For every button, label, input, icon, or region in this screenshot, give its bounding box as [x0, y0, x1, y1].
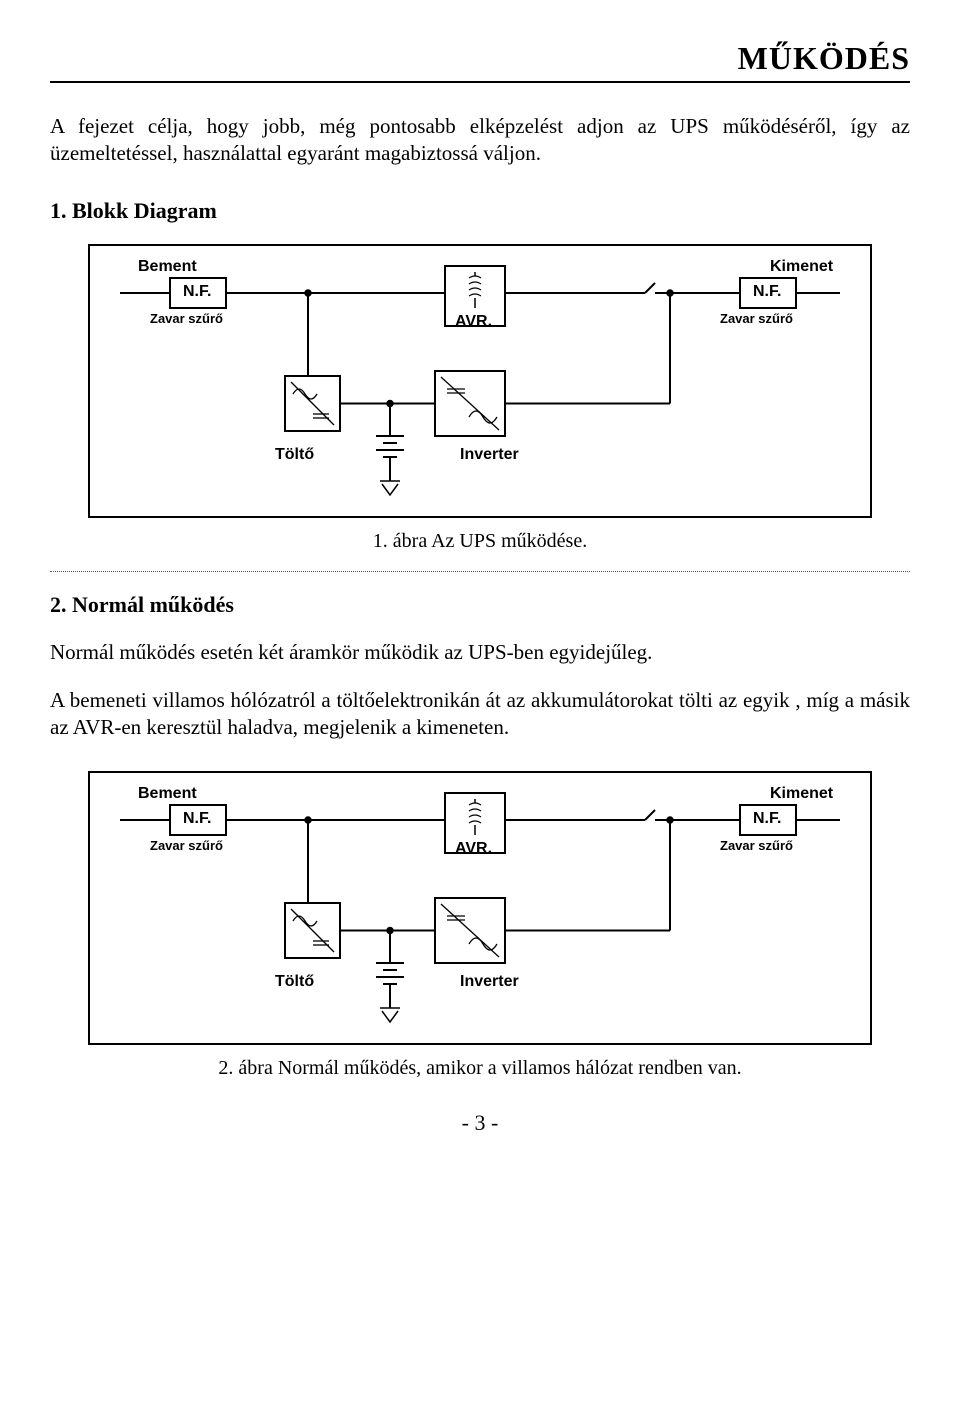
- page-number: - 3 -: [50, 1110, 910, 1136]
- section-2-paragraph-2: A bemeneti villamos hólózatról a töltőel…: [50, 687, 910, 742]
- title-rule: [50, 81, 910, 83]
- intro-paragraph: A fejezet célja, hogy jobb, még pontosab…: [50, 113, 910, 168]
- figure-2-caption: 2. ábra Normál működés, amikor a villamo…: [50, 1057, 910, 1080]
- block-diagram-1: BementKimenetN.F.N.F.Zavar szűrőZavar sz…: [88, 244, 872, 518]
- section-1-heading: 1. Blokk Diagram: [50, 198, 910, 224]
- dotted-divider: [50, 571, 910, 572]
- section-2-heading: 2. Normál működés: [50, 592, 910, 618]
- section-2-paragraph-1: Normál működés esetén két áramkör működi…: [50, 639, 910, 666]
- figure-1-caption: 1. ábra Az UPS működése.: [50, 530, 910, 553]
- block-diagram-2: BementKimenetN.F.N.F.Zavar szűrőZavar sz…: [88, 771, 872, 1045]
- page-title: MŰKÖDÉS: [50, 40, 910, 77]
